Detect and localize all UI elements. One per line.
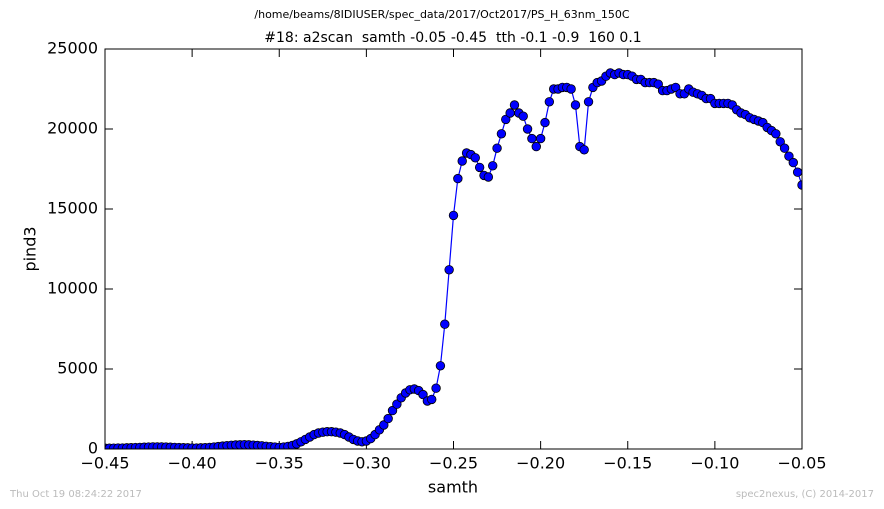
- data-point: [453, 173, 463, 184]
- x-axis-label: samth: [428, 478, 478, 497]
- footer-left: Thu Oct 19 08:24:22 2017: [9, 489, 142, 500]
- data-point: [418, 389, 428, 400]
- data-point: [788, 157, 798, 168]
- data-point: [383, 413, 393, 424]
- x-tick-label: −0.05: [777, 454, 826, 473]
- x-tick-label: −0.45: [80, 454, 129, 473]
- data-point: [448, 210, 459, 221]
- data-point: [427, 394, 437, 405]
- data-point: [505, 108, 515, 118]
- data-point: [527, 133, 537, 144]
- x-tick-label: −0.35: [255, 454, 304, 473]
- data-point: [583, 97, 594, 107]
- y-tick-label: 15000: [47, 199, 98, 218]
- y-tick-label: 20000: [47, 119, 98, 138]
- y-axis-label: pind3: [21, 226, 40, 271]
- data-point: [470, 153, 480, 163]
- data-point: [440, 319, 450, 329]
- chart-title: #18: a2scan samth -0.05 -0.45 tth -0.1 -…: [264, 30, 641, 46]
- data-point: [775, 137, 785, 147]
- y-tick-label: 5000: [57, 359, 98, 378]
- data-point: [540, 117, 550, 128]
- x-tick-label: −0.40: [168, 454, 217, 473]
- plot-frame: [104, 48, 803, 450]
- x-tick-label: −0.20: [516, 454, 565, 473]
- data-point: [570, 100, 581, 110]
- data-point: [544, 97, 555, 107]
- data-point: [444, 265, 454, 275]
- data-point: [779, 143, 790, 153]
- x-tick-label: −0.15: [603, 454, 652, 473]
- data-point: [579, 145, 589, 155]
- x-tick-label: −0.10: [690, 454, 739, 473]
- y-tick-label: 10000: [47, 279, 98, 298]
- y-tick-label: 0: [88, 439, 98, 458]
- data-point: [379, 420, 389, 430]
- y-tick-label: 25000: [47, 39, 98, 58]
- data-point: [518, 111, 528, 121]
- data-point: [535, 133, 546, 144]
- data-point: [457, 156, 467, 166]
- data-point: [492, 143, 502, 153]
- data-point: [531, 141, 541, 152]
- data-point: [496, 129, 507, 139]
- footer-right: spec2nexus, (C) 2014-2017: [736, 489, 874, 500]
- data-point: [501, 114, 511, 125]
- data-point: [387, 405, 398, 416]
- data-point: [522, 124, 533, 134]
- data-point: [566, 84, 576, 94]
- data-point: [392, 399, 402, 409]
- plot-clip-group: [105, 68, 802, 449]
- data-point: [792, 167, 802, 177]
- data-point: [488, 161, 498, 171]
- data-point: [784, 151, 794, 161]
- x-tick-label: −0.30: [342, 454, 391, 473]
- data-point: [474, 162, 485, 173]
- data-point: [797, 180, 802, 190]
- data-point: [771, 129, 781, 139]
- data-point: [509, 100, 520, 110]
- data-point: [431, 383, 441, 393]
- x-tick-label: −0.25: [429, 454, 478, 473]
- data-point: [483, 172, 494, 182]
- data-point: [653, 79, 663, 89]
- data-point: [670, 82, 681, 93]
- data-point: [435, 361, 446, 371]
- chart-suptitle: /home/beams/8IDIUSER/spec_data/2017/Oct2…: [254, 8, 630, 21]
